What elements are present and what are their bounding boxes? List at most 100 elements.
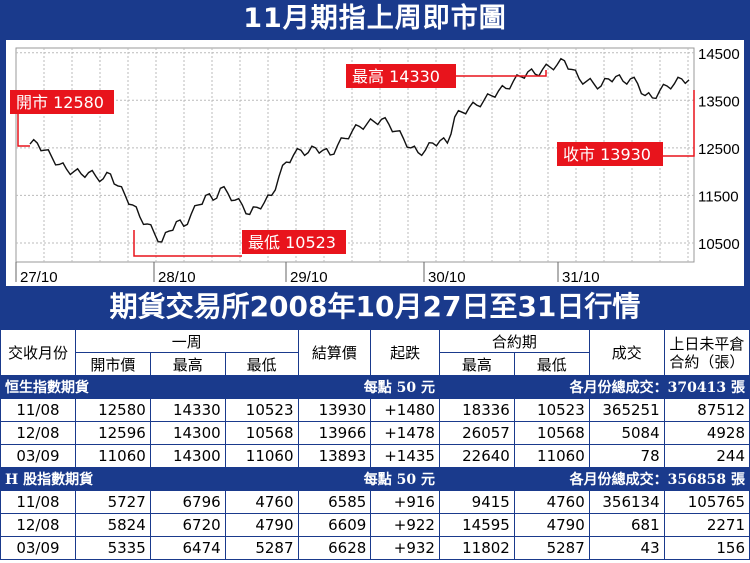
table-cell: 4760 bbox=[513, 490, 590, 514]
table-cell: 18336 bbox=[438, 398, 515, 422]
x-tick-label: 31/10 bbox=[562, 269, 600, 286]
x-tick-label: 27/10 bbox=[20, 269, 58, 286]
table-cell: 4790 bbox=[513, 513, 590, 537]
table-cell: 6720 bbox=[149, 513, 226, 537]
table-cell: 9415 bbox=[438, 490, 515, 514]
table-cell: 681 bbox=[588, 513, 665, 537]
hsi-band: 恒生指數期貨 每點 50 元 各月份總成交：370413 張 bbox=[0, 375, 750, 399]
table-cell: 2271 bbox=[663, 513, 750, 537]
table-cell: 14300 bbox=[149, 421, 226, 445]
y-tick-label: 10500 bbox=[698, 236, 740, 253]
chart-title: 11月期指上周即市圖 bbox=[243, 3, 507, 34]
table-cell: 4790 bbox=[224, 513, 299, 537]
annotation-open-arrow bbox=[17, 114, 30, 147]
table-cell: 6628 bbox=[297, 536, 372, 560]
annotation-high: 最高 14330 bbox=[352, 67, 440, 86]
table-row: 11/08 12580 14330 10523 13930 +1480 18336 10523… bbox=[0, 398, 750, 422]
table-cell: 12/08 bbox=[0, 513, 76, 537]
header-low: 最低 bbox=[224, 352, 299, 376]
table-cell: 13893 bbox=[297, 444, 372, 468]
table-cell: 244 bbox=[663, 444, 750, 468]
table-cell: 87512 bbox=[663, 398, 750, 422]
table-cell: 6796 bbox=[149, 490, 226, 514]
table-row: 03/09 5335 6474 5287 6628 +932 11802 5287 43 156 bbox=[0, 536, 750, 560]
table-cell: 14595 bbox=[438, 513, 515, 537]
table-cell: 11060 bbox=[74, 444, 151, 468]
y-tick-label: 13500 bbox=[698, 93, 740, 110]
table-cell: 12/08 bbox=[0, 421, 76, 445]
table-cell: 14330 bbox=[149, 398, 226, 422]
annotation-low-box bbox=[242, 230, 346, 254]
table-cell: 10568 bbox=[513, 421, 590, 445]
table-cell: 105765 bbox=[663, 490, 750, 514]
table-cell: 11060 bbox=[224, 444, 299, 468]
futures-table: 交收月份 一周 結算價 起跌 合約期 成交 上日未平倉合約（張） 開市價 最高 … bbox=[0, 329, 750, 563]
table-cell: 03/09 bbox=[0, 444, 76, 468]
hshare-point-value: 每點 50 元 bbox=[297, 467, 440, 491]
table-cell: 6474 bbox=[149, 536, 226, 560]
annotation-low: 最低 10523 bbox=[248, 233, 336, 252]
table-cell: 10523 bbox=[513, 398, 590, 422]
hsi-point-value: 每點 50 元 bbox=[297, 375, 440, 399]
annotation-high-arrow bbox=[456, 70, 547, 77]
header-contract-high: 最高 bbox=[438, 352, 515, 376]
hsi-name: 恒生指數期貨 bbox=[0, 375, 299, 399]
table-cell: 03/09 bbox=[0, 536, 76, 560]
table-cell: +932 bbox=[370, 536, 440, 560]
table-cell: 78 bbox=[588, 444, 665, 468]
table-row: 03/09 11060 14300 11060 13893 +1435 22640 11060… bbox=[0, 444, 750, 468]
header-month: 交收月份 bbox=[0, 329, 76, 376]
table-cell: 43 bbox=[588, 536, 665, 560]
table-cell: 12580 bbox=[74, 398, 151, 422]
y-tick-label: 11500 bbox=[698, 188, 739, 205]
annotation-close: 收市 13930 bbox=[563, 145, 651, 164]
y-tick-label: 12500 bbox=[698, 141, 740, 158]
header-contract-low: 最低 bbox=[513, 352, 590, 376]
table-cell: 14300 bbox=[149, 444, 226, 468]
hsi-total-volume: 各月份總成交：370413 張 bbox=[438, 375, 750, 399]
x-tick-label: 30/10 bbox=[428, 269, 466, 286]
annotation-open: 開市 12580 bbox=[16, 93, 104, 112]
table-cell: 156 bbox=[663, 536, 750, 560]
table-cell: 11060 bbox=[513, 444, 590, 468]
hshare-total-volume: 各月份總成交：356858 張 bbox=[438, 467, 750, 491]
table-cell: 5287 bbox=[513, 536, 590, 560]
hshare-rows: 11/08 5727 6796 4760 6585 +916 9415 4760 356134 1… bbox=[0, 490, 750, 560]
table-row: 12/08 5824 6720 4790 6609 +922 14595 4790 681 227… bbox=[0, 513, 750, 537]
table-cell: 12596 bbox=[74, 421, 151, 445]
table-cell: 365251 bbox=[588, 398, 665, 422]
intraday-chart: 14500 13500 12500 11500 10500 27/10 28/10 29/10… bbox=[10, 46, 740, 286]
table-cell: 5335 bbox=[74, 536, 151, 560]
table-row: 11/08 5727 6796 4760 6585 +916 9415 4760 356134 1… bbox=[0, 490, 750, 514]
y-tick-label: 14500 bbox=[698, 46, 740, 63]
table-cell: +916 bbox=[370, 490, 440, 514]
header-week: 一周 bbox=[74, 329, 299, 353]
table-cell: 5824 bbox=[74, 513, 151, 537]
table-cell: 13966 bbox=[297, 421, 372, 445]
table-cell: 356134 bbox=[588, 490, 665, 514]
table-cell: 5084 bbox=[588, 421, 665, 445]
header-contract: 合約期 bbox=[438, 329, 590, 353]
chart-panel: 14500 13500 12500 11500 10500 27/10 28/10 29/10… bbox=[6, 40, 744, 286]
table-cell: 4760 bbox=[224, 490, 299, 514]
hshare-band: H 股指數期貨 每點 50 元 各月份總成交：356858 張 bbox=[0, 467, 750, 491]
table-cell: +1478 bbox=[370, 421, 440, 445]
table-title: 期貨交易所2008年10月27日至31日行情 bbox=[109, 290, 641, 323]
header-volume: 成交 bbox=[588, 329, 665, 376]
table-row: 12/08 12596 14300 10568 13966 +1478 26057 10568… bbox=[0, 421, 750, 445]
header-change: 起跌 bbox=[370, 329, 440, 376]
table-cell: 5287 bbox=[224, 536, 299, 560]
table-cell: 6585 bbox=[297, 490, 372, 514]
table-cell: 4928 bbox=[663, 421, 750, 445]
header-settle: 結算價 bbox=[297, 329, 372, 376]
table-cell: 5727 bbox=[74, 490, 151, 514]
table-cell: 11/08 bbox=[0, 490, 76, 514]
hshare-name: H 股指數期貨 bbox=[0, 467, 299, 491]
series-line bbox=[29, 57, 690, 243]
header-high: 最高 bbox=[149, 352, 226, 376]
x-tick-label: 29/10 bbox=[290, 269, 328, 286]
header-open: 開市價 bbox=[74, 352, 151, 376]
annotation-close-arrow bbox=[663, 90, 695, 157]
table-cell: 10523 bbox=[224, 398, 299, 422]
x-tick-label: 28/10 bbox=[158, 269, 196, 286]
